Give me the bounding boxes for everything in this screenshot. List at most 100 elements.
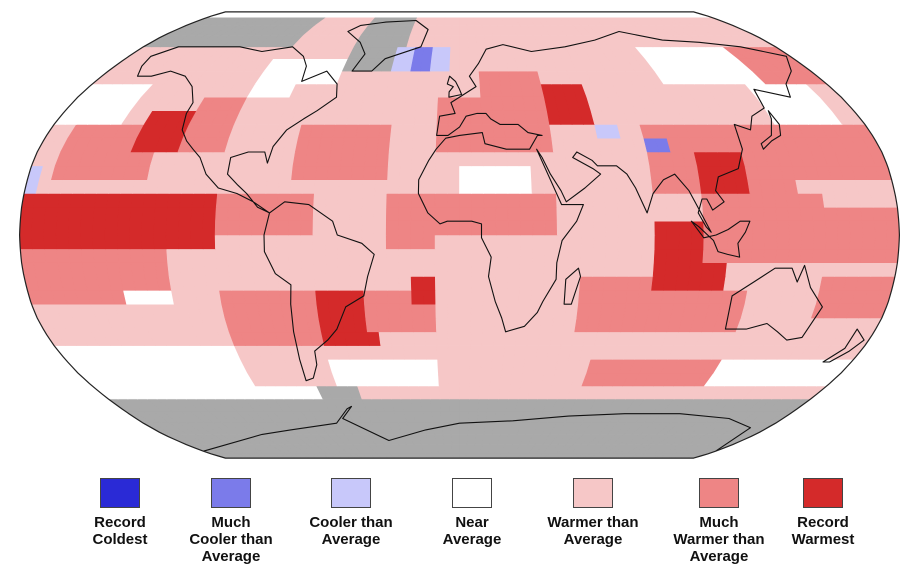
grid-cell <box>434 25 445 36</box>
grid-cell <box>416 83 430 98</box>
grid-cell <box>451 444 460 454</box>
grid-cell <box>43 234 58 250</box>
grid-cell <box>447 179 460 194</box>
legend-swatch-cooler <box>331 478 371 508</box>
grid-cell <box>543 179 557 194</box>
grid-cell <box>445 11 454 18</box>
grid-cell <box>324 248 339 264</box>
grid-cell <box>435 165 448 180</box>
grid-cell <box>566 165 580 180</box>
land-outlines <box>136 19 865 452</box>
coastline-japan <box>760 110 782 150</box>
grid-cell <box>507 276 521 291</box>
grid-cell <box>141 207 156 222</box>
coastline-australia <box>724 264 823 341</box>
grid-cell <box>492 345 505 360</box>
grid-cell <box>243 165 258 180</box>
grid-cell <box>437 83 450 98</box>
grid-cell <box>481 345 494 360</box>
grid-cell <box>227 248 241 264</box>
grid-cell <box>415 96 429 111</box>
grid-cell <box>449 58 460 72</box>
grid-cell <box>566 289 580 305</box>
grid-cell <box>629 248 643 264</box>
grid-cell <box>434 179 448 194</box>
grid-cell <box>825 234 839 250</box>
grid-cell <box>316 303 331 319</box>
grid-cell <box>385 220 399 236</box>
grid-cell <box>80 207 95 222</box>
grid-cell <box>116 234 131 250</box>
legend-item-much-warmer: Much Warmer than Average <box>654 478 784 565</box>
legend-swatch-much-cooler <box>211 478 251 508</box>
grid-cell <box>412 317 426 333</box>
grid-cell <box>788 220 803 236</box>
grid-cell <box>579 276 593 291</box>
grid-cell <box>432 422 444 435</box>
grid-cell <box>364 303 378 319</box>
grid-cell <box>411 303 425 319</box>
grid-cell <box>532 220 546 236</box>
grid-cell <box>446 262 460 277</box>
grid-cell <box>663 276 678 291</box>
grid-cell <box>427 83 440 98</box>
grid-cell <box>617 220 631 236</box>
legend-label-much-cooler: Much Cooler than Average <box>189 514 273 565</box>
grid-cell <box>874 234 888 250</box>
grid-cell <box>398 262 412 277</box>
grid-cell <box>190 207 205 222</box>
grid-cell <box>471 179 485 194</box>
grid-cell <box>19 248 35 264</box>
grid-cell <box>192 179 208 194</box>
grid-cell <box>202 207 217 222</box>
grid-cell <box>303 289 318 305</box>
grid-cell <box>459 96 471 111</box>
grid-cell <box>654 234 668 250</box>
legend: Record Coldest Much Cooler than Average … <box>0 474 919 571</box>
grid-cell <box>227 207 241 222</box>
grid-cell <box>442 434 453 445</box>
grid-cell <box>434 434 445 445</box>
grid-cell <box>375 165 389 180</box>
grid-cell <box>19 220 33 236</box>
grid-cell <box>267 289 282 305</box>
grid-cell <box>495 193 509 208</box>
grid-cell <box>617 207 631 222</box>
grid-cell <box>543 276 557 291</box>
grid-cell <box>252 262 267 277</box>
grid-cell <box>478 70 491 85</box>
grid-cell <box>116 220 131 236</box>
grid-cell <box>886 220 900 236</box>
grid-cell <box>377 137 391 153</box>
grid-cell <box>452 452 460 459</box>
grid-cell <box>447 137 460 153</box>
grid-cell <box>130 193 146 208</box>
grid-cell <box>117 248 132 264</box>
grid-cell <box>478 385 491 400</box>
grid-cell <box>711 179 727 194</box>
grid-cell <box>502 110 517 125</box>
grid-cell <box>531 276 545 291</box>
legend-item-record-coldest: Record Coldest <box>55 478 185 548</box>
grid-cell <box>482 165 496 180</box>
grid-cell <box>422 179 436 194</box>
legend-label-cooler: Cooler than Average <box>309 514 393 548</box>
grid-cell <box>477 398 490 412</box>
grid-cell <box>190 248 205 264</box>
grid-cell <box>324 220 338 236</box>
grid-cell <box>556 207 570 222</box>
grid-cell <box>603 179 618 194</box>
grid-cell <box>231 165 246 180</box>
grid-cell <box>627 276 642 291</box>
grid-cell <box>413 124 427 139</box>
grid-cell <box>592 248 607 264</box>
grid-cell <box>799 248 814 264</box>
grid-cell <box>678 234 693 250</box>
grid-cell <box>637 165 652 180</box>
grid-cell <box>288 220 302 236</box>
grid-cell <box>441 35 452 48</box>
grid-cell <box>678 248 692 264</box>
grid-cell <box>398 276 412 291</box>
grid-cell <box>447 276 460 291</box>
grid-cell <box>380 345 395 360</box>
